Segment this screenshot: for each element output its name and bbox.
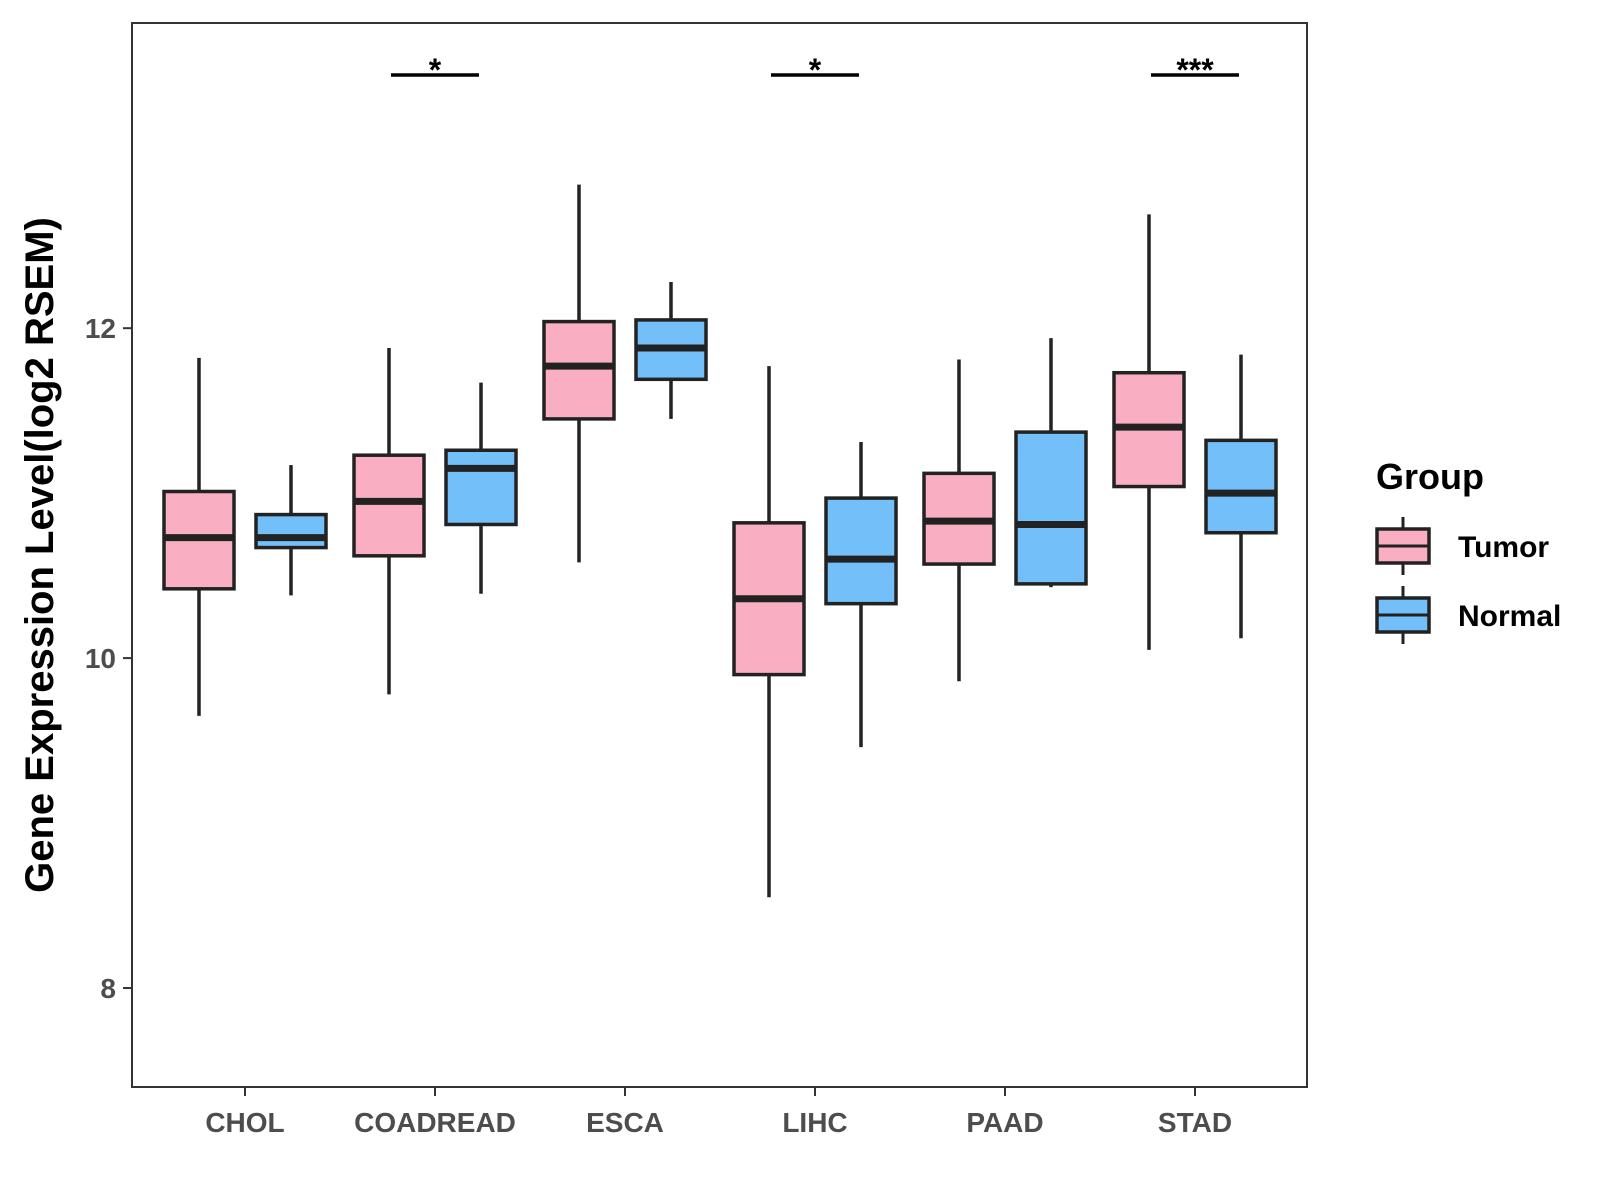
y-axis: 8 10 12 (85, 313, 132, 1004)
y-axis-title: Gene Expression Level(log2 RSEM) (18, 217, 62, 893)
x-tick-label: LIHC (782, 1107, 847, 1138)
plot-panel (131, 22, 1308, 1088)
box-tumor-stad (1112, 214, 1186, 650)
box-normal-coadread (444, 382, 518, 594)
box-body (824, 496, 898, 606)
x-tick-label: COADREAD (354, 1107, 516, 1138)
box-layer (162, 184, 1278, 898)
legend-label: Normal (1458, 600, 1561, 633)
significance-label: * (429, 52, 442, 88)
legend-item-normal: Normal (1375, 586, 1561, 644)
x-tick-label: ESCA (586, 1107, 664, 1138)
box-body (1204, 438, 1278, 535)
box-body (352, 453, 426, 558)
box-normal-paad (1014, 338, 1088, 588)
legend-title: Group (1376, 456, 1484, 497)
box-tumor-coadread (352, 347, 426, 695)
box-tumor-chol (162, 357, 236, 716)
box-normal-lihc (824, 442, 898, 748)
legend-label: Tumor (1458, 531, 1549, 564)
box-body (1014, 430, 1088, 586)
significance-label: * (809, 52, 822, 88)
box-normal-esca (634, 281, 708, 419)
box-normal-chol (254, 465, 328, 596)
x-tick-label: CHOL (205, 1107, 284, 1138)
box-normal-stad (1204, 354, 1278, 639)
x-tick-label: STAD (1158, 1107, 1232, 1138)
significance-label: *** (1176, 52, 1214, 88)
legend-item-tumor: Tumor (1375, 517, 1549, 575)
box-body (254, 512, 328, 550)
x-tick-label: PAAD (966, 1107, 1043, 1138)
y-tick-label: 12 (85, 313, 116, 344)
box-body (444, 448, 518, 527)
x-axis: CHOL COADREAD ESCA LIHC PAAD STAD (205, 1087, 1232, 1138)
box-body (542, 319, 616, 421)
box-tumor-lihc (732, 366, 806, 898)
box-tumor-paad (922, 359, 996, 682)
y-tick-label: 8 (100, 973, 116, 1004)
legend: Group Tumor Normal (1375, 456, 1561, 644)
y-tick-label: 10 (85, 643, 116, 674)
significance-layer: * * *** (391, 52, 1239, 88)
box-tumor-esca (542, 184, 616, 563)
